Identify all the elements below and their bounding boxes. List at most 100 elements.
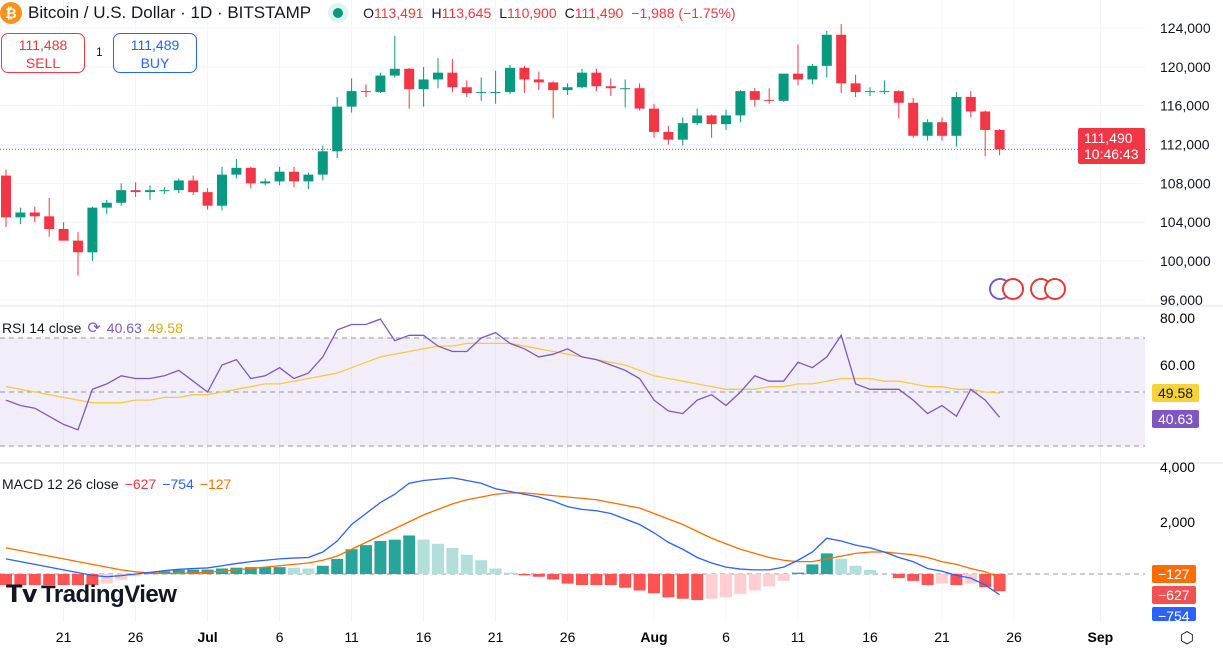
macd-histogram-bar: [158, 571, 171, 574]
tv-logo-icon: 𝗧𝘃: [6, 581, 38, 608]
candle: [476, 92, 487, 94]
economic-event-icon: [1044, 278, 1066, 300]
hist-tag: −627: [1152, 586, 1196, 604]
candle: [58, 228, 69, 241]
candle: [649, 108, 659, 132]
candle: [202, 192, 213, 206]
candle: [101, 202, 112, 208]
time-axis-label: 16: [862, 629, 878, 645]
sell-button[interactable]: 111,488 SELL: [1, 33, 85, 73]
candle: [231, 167, 242, 175]
macd-histogram-bar: [936, 574, 948, 584]
candle: [317, 151, 328, 175]
candle: [404, 68, 415, 90]
candle: [15, 212, 26, 218]
time-axis-label: Sep: [1088, 629, 1114, 645]
time-axis-label: 21: [56, 629, 72, 645]
macd-histogram-bar: [705, 574, 718, 599]
macd-histogram-bar: [619, 574, 632, 588]
candle: [663, 131, 674, 140]
tradingview-logo[interactable]: 𝗧𝘃 TradingView: [6, 580, 177, 609]
candle: [274, 171, 285, 182]
macd-histogram-bar: [0, 574, 12, 585]
macd-histogram-bar: [273, 567, 286, 574]
candle: [865, 91, 875, 93]
candle: [692, 115, 703, 124]
candle: [706, 115, 717, 125]
candle: [361, 91, 371, 93]
quantity: 1: [96, 45, 103, 59]
macd-histogram-bar: [720, 574, 732, 598]
candle: [980, 111, 991, 130]
price-axis-label: 112,000: [1160, 137, 1210, 153]
time-axis-label: Aug: [640, 629, 667, 645]
time-axis-label: 6: [276, 629, 284, 645]
rsi-ma-tag: 49.58: [1152, 384, 1200, 402]
time-axis-label: 6: [722, 629, 730, 645]
economic-event-icon: [1002, 278, 1024, 300]
candle: [850, 83, 861, 93]
symbol-header: ₿ Bitcoin / U.S. Dollar · 1D · BITSTAMP …: [0, 2, 736, 24]
price-axis-label: 124,000: [1160, 20, 1211, 36]
macd-histogram-bar: [475, 560, 488, 574]
price-axis-label: 116,000: [1160, 98, 1210, 114]
candle: [346, 91, 357, 107]
candle: [217, 174, 227, 206]
candle: [260, 181, 271, 184]
macd-histogram-bar: [244, 567, 257, 574]
candle: [490, 92, 501, 94]
rsi-legend[interactable]: RSI 14 close ⟳ 40.63 49.58: [2, 320, 183, 337]
macd-histogram-bar: [590, 574, 603, 585]
macd-histogram-bar: [921, 574, 934, 585]
macd-histogram-bar: [820, 553, 833, 574]
candle: [965, 96, 976, 112]
candle: [908, 102, 919, 136]
candle: [764, 99, 775, 101]
candle: [332, 106, 343, 152]
candle: [130, 190, 141, 193]
macd-histogram-bar: [849, 565, 862, 574]
rsi-ma-line: [5, 342, 1000, 404]
macd-histogram-bar: [302, 568, 315, 574]
bitcoin-logo-icon: ₿: [0, 2, 22, 24]
candle: [433, 72, 443, 80]
macd-histogram-bar: [187, 569, 200, 574]
signal-tag: −127: [1152, 565, 1196, 583]
macd-signal-line: [5, 492, 1000, 579]
macd-legend[interactable]: MACD 12 26 close −627 −754 −127: [2, 476, 232, 492]
macd-histogram-bar: [604, 574, 617, 585]
candle: [879, 91, 890, 93]
candle: [389, 68, 400, 76]
rsi-axis-label: 60.00: [1160, 357, 1195, 373]
candle: [173, 180, 184, 191]
price-axis-label: 108,000: [1160, 175, 1211, 191]
macd-histogram-bar: [676, 574, 689, 599]
time-axis-label: Jul: [197, 629, 217, 645]
settings-icon[interactable]: ⬡: [1180, 630, 1194, 647]
candle: [519, 67, 530, 80]
candle: [821, 34, 832, 66]
candle: [778, 73, 789, 101]
macd-histogram-bar: [43, 574, 56, 585]
candle: [87, 207, 98, 253]
symbol-title[interactable]: Bitcoin / U.S. Dollar · 1D · BITSTAMP: [28, 3, 312, 22]
macd-line: [5, 477, 1000, 596]
macd-histogram-bar: [633, 574, 646, 591]
candle: [749, 91, 760, 100]
macd-histogram-bar: [144, 573, 156, 574]
time-axis-label: 26: [560, 629, 576, 645]
candle: [577, 72, 587, 88]
candle: [793, 73, 803, 80]
candle: [994, 129, 1005, 150]
macd-histogram-bar: [691, 574, 704, 601]
buy-button[interactable]: 111,489 BUY: [113, 33, 197, 73]
time-axis-label: 11: [344, 629, 359, 645]
candle: [533, 79, 544, 83]
macd-histogram-bar: [100, 574, 113, 584]
macd-histogram-bar: [792, 572, 804, 574]
candle: [1, 175, 11, 218]
time-axis-label: 26: [128, 629, 144, 645]
refresh-icon[interactable]: ⟳: [87, 320, 101, 337]
candle: [116, 190, 127, 203]
